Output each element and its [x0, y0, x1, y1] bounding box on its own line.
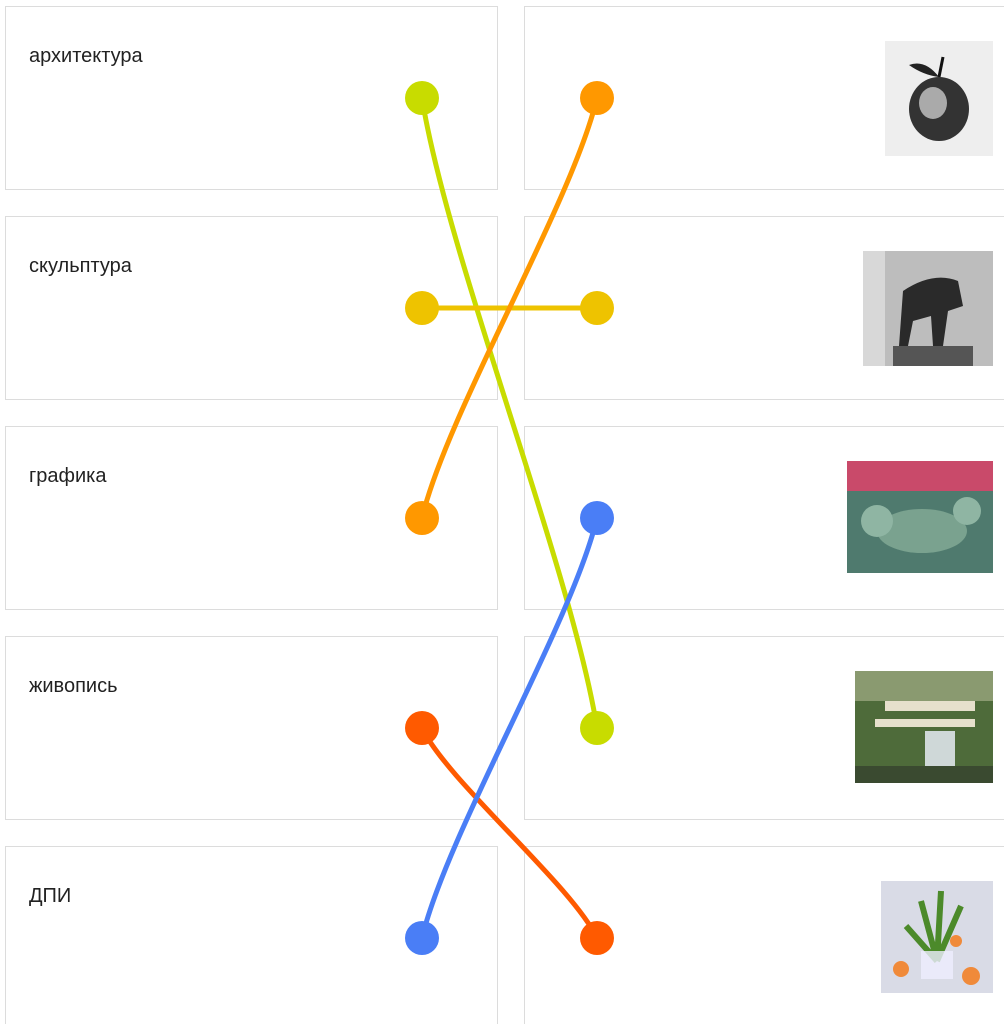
- connection-dot: [405, 81, 439, 115]
- connections: [0, 0, 1004, 1024]
- connection-line: [422, 728, 597, 938]
- connection-dot: [580, 711, 614, 745]
- connection-dot: [405, 921, 439, 955]
- connection-line: [422, 98, 597, 728]
- connection-dot: [580, 501, 614, 535]
- connection-dot: [580, 81, 614, 115]
- connection-dot: [405, 501, 439, 535]
- connection-dot: [580, 291, 614, 325]
- matching-exercise: архитектураскульптураграфикаживописьДПИ: [0, 0, 1004, 1024]
- connection-line: [422, 518, 597, 938]
- connection-dot: [405, 291, 439, 325]
- connection-dot: [405, 711, 439, 745]
- connection-dot: [580, 921, 614, 955]
